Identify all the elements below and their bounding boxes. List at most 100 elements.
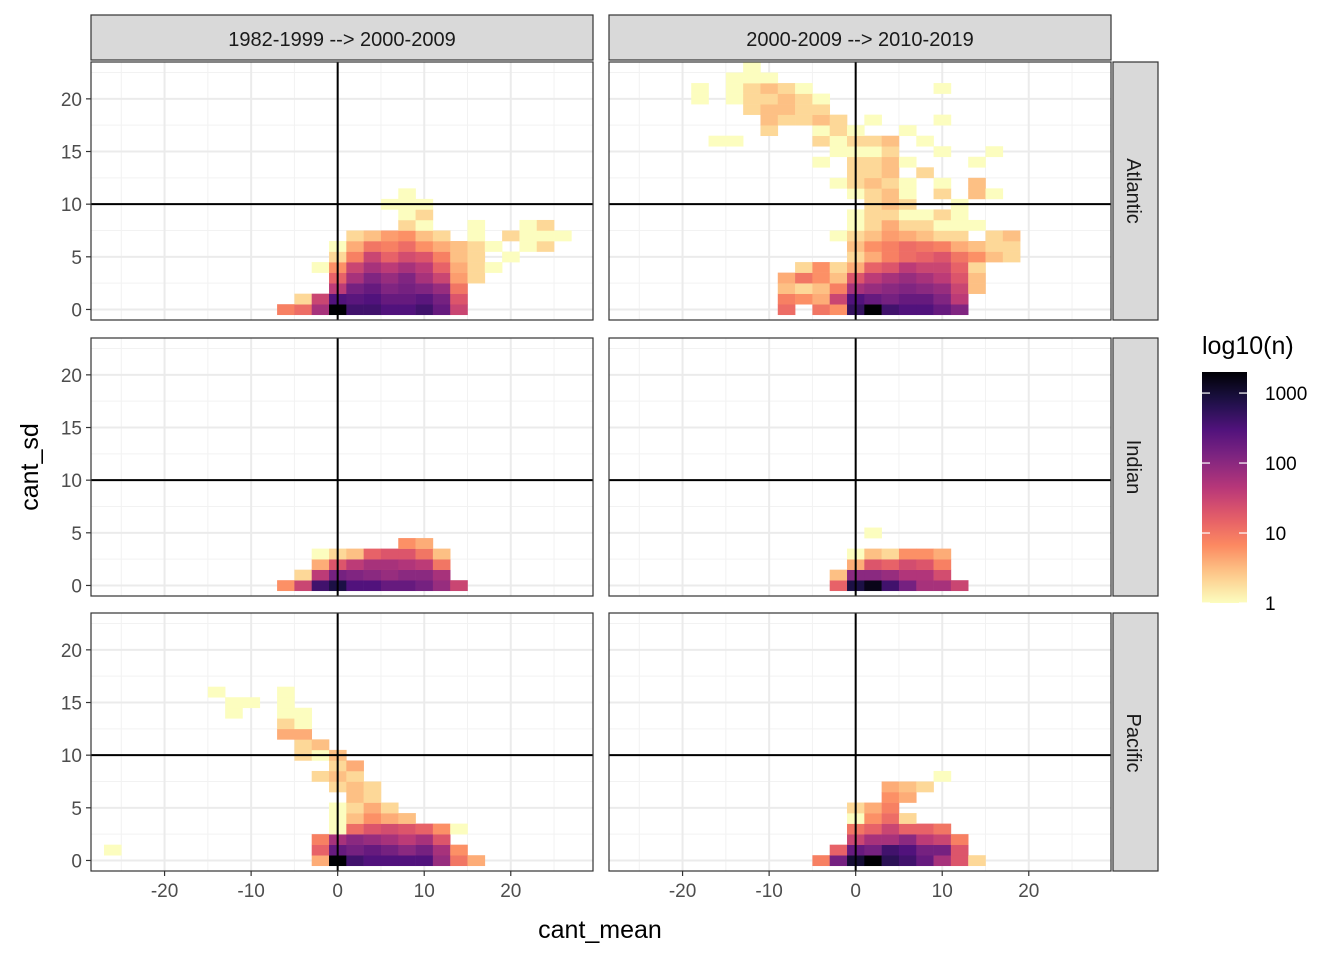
heatmap-tile	[415, 209, 434, 221]
heatmap-tile	[933, 834, 952, 845]
heatmap-tile	[881, 146, 900, 158]
heatmap-tile	[916, 283, 934, 294]
heatmap-tile	[415, 580, 434, 592]
heatmap-tile	[950, 230, 969, 242]
heatmap-tile	[898, 580, 917, 592]
heatmap-tile	[346, 802, 364, 814]
heatmap-tile	[916, 844, 934, 856]
heatmap-tile	[294, 304, 313, 316]
y-tick-label: 20	[61, 641, 82, 662]
heatmap-tile	[916, 167, 934, 179]
heatmap-tile	[881, 283, 900, 294]
heatmap-tile	[777, 93, 796, 105]
heatmap-tile	[363, 802, 382, 814]
heatmap-tile	[881, 548, 900, 560]
heatmap-tile	[502, 251, 520, 263]
heatmap-tile	[346, 230, 364, 242]
heatmap-tile	[777, 114, 796, 126]
legend-label: 1	[1265, 594, 1276, 615]
heatmap-tile	[380, 802, 399, 814]
legend-color-bar	[1202, 372, 1247, 603]
heatmap-tile	[225, 707, 243, 719]
heatmap-tile	[346, 304, 364, 316]
heatmap-tile	[881, 781, 900, 793]
heatmap-tile	[415, 538, 434, 549]
heatmap-tile	[294, 718, 313, 730]
heatmap-tile	[864, 251, 882, 263]
heatmap-tile	[398, 241, 416, 252]
panel-indian-1: 0 5 10 15 20	[61, 337, 594, 597]
heatmap-tile	[398, 283, 416, 294]
heatmap-tile	[725, 72, 744, 84]
heatmap-tile	[933, 580, 952, 592]
heatmap-tile	[398, 834, 416, 845]
heatmap-tile	[985, 230, 1004, 242]
heatmap-tile	[881, 855, 900, 867]
heatmap-tile	[380, 241, 399, 252]
heatmap-tile	[898, 230, 917, 242]
heatmap-tile	[933, 855, 952, 867]
y-tick-label: 0	[71, 851, 82, 872]
heatmap-tile	[432, 580, 451, 592]
column-strip-label-2: 2000-2009 --> 2010-2019	[746, 29, 973, 51]
heatmap-tile	[933, 83, 952, 94]
heatmap-tile	[898, 125, 917, 137]
heatmap-tile	[380, 230, 399, 242]
heatmap-tile	[950, 855, 969, 867]
panel-border	[90, 337, 594, 597]
heatmap-tile	[415, 283, 434, 294]
heatmap-tile	[950, 293, 969, 305]
heatmap-tile	[380, 272, 399, 284]
heatmap-tile	[363, 855, 382, 867]
heatmap-tile	[363, 293, 382, 305]
heatmap-tile	[916, 241, 934, 252]
heatmap-tile	[398, 538, 416, 549]
heatmap-tile	[864, 135, 882, 147]
heatmap-tile	[450, 580, 468, 592]
heatmap-tile	[363, 813, 382, 824]
heatmap-tile	[311, 548, 330, 560]
heatmap-tile	[916, 230, 934, 242]
heatmap-tile	[380, 813, 399, 824]
heatmap-tile	[898, 813, 917, 824]
y-tick-label: 10	[61, 471, 82, 492]
heatmap-tile	[795, 283, 813, 294]
heatmap-tile	[864, 293, 882, 305]
panel-border	[608, 337, 1112, 597]
heatmap-tile	[380, 580, 399, 592]
heatmap-tile	[881, 813, 900, 824]
heatmap-tile	[933, 548, 952, 560]
heatmap-tile	[864, 527, 882, 539]
heatmap-tile	[864, 813, 882, 824]
x-tick-label: 0	[850, 881, 861, 902]
heatmap-tile	[881, 219, 900, 231]
heatmap-tile	[864, 177, 882, 189]
heatmap-tile	[346, 834, 364, 845]
heatmap-tile	[398, 262, 416, 273]
heatmap-tile	[881, 230, 900, 242]
heatmap-tile	[450, 283, 468, 294]
heatmap-tile	[898, 844, 917, 856]
heatmap-tile	[467, 241, 486, 252]
heatmap-tile	[743, 93, 761, 105]
panel-atlantic-2	[608, 61, 1112, 321]
heatmap-tile	[898, 188, 917, 200]
heatmap-tile	[398, 209, 416, 221]
heatmap-tile	[380, 559, 399, 570]
heatmap-tile	[795, 262, 813, 273]
heatmap-tile	[933, 241, 952, 252]
y-tick-label: 15	[61, 143, 82, 164]
heatmap-tile	[829, 177, 848, 189]
heatmap-tile	[311, 739, 330, 751]
heatmap-tile	[415, 844, 434, 856]
heatmap-tile	[311, 569, 330, 581]
heatmap-tile	[950, 283, 969, 294]
heatmap-tile	[968, 272, 986, 284]
heatmap-tile	[812, 283, 831, 294]
heatmap-tile	[450, 251, 468, 263]
y-tick-label: 5	[71, 524, 82, 545]
heatmap-tile	[829, 272, 848, 284]
heatmap-tile	[432, 272, 451, 284]
heatmap-tile	[916, 219, 934, 231]
